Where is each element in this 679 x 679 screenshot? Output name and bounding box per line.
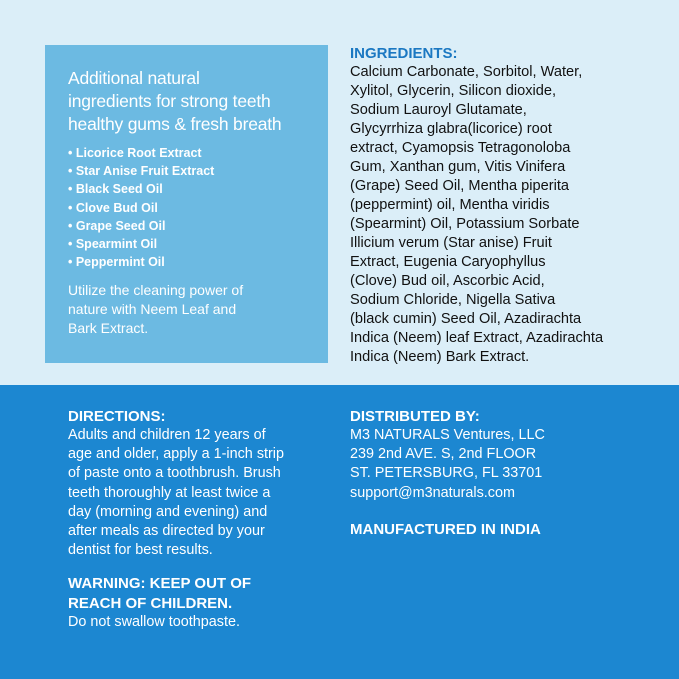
ingredient-line: Illicium verum (Star anise) Fruit — [350, 235, 552, 251]
directions-line: age and older, apply a 1-inch strip — [68, 446, 284, 463]
address-line: 239 2nd AVE. S, 2nd FLOOR — [350, 446, 537, 463]
bullet-item: • Black Seed Oil — [68, 182, 163, 197]
headline-line: ingredients for strong teeth — [68, 91, 271, 111]
bullet-list: • Licorice Root Extract • Star Anise Frui… — [68, 144, 328, 271]
footer-line: Bark Extract. — [68, 320, 149, 337]
bullet-item: • Clove Bud Oil — [68, 200, 158, 215]
footer-line: Utilize the cleaning power of — [68, 282, 244, 299]
box-headline: Additional natural ingredients for stron… — [68, 67, 328, 136]
address-line: support@m3naturals.com — [350, 484, 515, 501]
directions-heading: DIRECTIONS: — [68, 408, 166, 425]
ingredient-line: Extract, Eugenia Caryophyllus — [350, 254, 546, 270]
warning-text: Do not swallow toothpaste. — [68, 613, 240, 630]
address-line: M3 NATURALS Ventures, LLC — [350, 427, 545, 443]
headline-line: healthy gums & fresh breath — [68, 114, 282, 134]
box-footer: Utilize the cleaning power of nature wit… — [68, 281, 328, 338]
manufactured-label: MANUFACTURED IN INDIA — [350, 520, 541, 538]
ingredients-list: Calcium Carbonate, Sorbitol, Water, Xylit… — [350, 63, 603, 367]
directions-line: after meals as directed by your — [68, 523, 265, 540]
bottom-panel: DIRECTIONS: Adults and children 12 years… — [0, 385, 679, 679]
ingredient-line: (Grape) Seed Oil, Mentha piperita — [350, 178, 570, 194]
bullet-item: • Spearmint Oil — [68, 237, 158, 252]
warning-line: REACH OF CHILDREN. — [68, 594, 233, 612]
ingredient-line: Xylitol, Glycerin, Silicon dioxide, — [350, 83, 557, 99]
ingredient-line: Sodium Lauroyl Glutamate, — [350, 102, 527, 118]
directions-line: Adults and children 12 years of — [68, 427, 266, 443]
bullet-item: • Licorice Root Extract — [68, 146, 202, 160]
directions-line: dentist for best results. — [68, 542, 213, 559]
bullet-item: • Peppermint Oil — [68, 255, 165, 270]
natural-ingredients-box: Additional natural ingredients for stron… — [45, 45, 328, 363]
bullet-item: • Grape Seed Oil — [68, 218, 166, 233]
ingredient-line: (peppermint) oil, Mentha viridis — [350, 197, 550, 213]
ingredient-line: Gum, Xanthan gum, Vitis Vinifera — [350, 159, 566, 175]
headline-line: Additional natural — [68, 68, 200, 88]
directions-line: teeth thoroughly at least twice a — [68, 484, 271, 501]
warning-heading: WARNING: KEEP OUT OF REACH OF CHILDREN. — [68, 574, 284, 612]
ingredient-line: (Spearmint) Oil, Potassium Sorbate — [350, 216, 580, 232]
directions-line: of paste onto a toothbrush. Brush — [68, 465, 281, 482]
top-panel: Additional natural ingredients for stron… — [45, 44, 604, 367]
ingredient-line: (black cumin) Seed Oil, Azadirachta — [350, 311, 582, 327]
directions-line: day (morning and evening) and — [68, 503, 268, 520]
warning-line: WARNING: KEEP OUT OF — [68, 575, 252, 593]
bullet-item: • Star Anise Fruit Extract — [68, 164, 215, 179]
ingredient-line: Glycyrrhiza glabra(licorice) root — [350, 121, 552, 137]
address-line: ST. PETERSBURG, FL 33701 — [350, 465, 543, 482]
ingredients-heading: INGREDIENTS: — [350, 45, 458, 62]
ingredient-line: Indica (Neem) Bark Extract. — [350, 349, 530, 365]
ingredient-line: Calcium Carbonate, Sorbitol, Water, — [350, 64, 583, 80]
ingredient-line: Indica (Neem) leaf Extract, Azadirachta — [350, 330, 604, 346]
directions-section: DIRECTIONS: Adults and children 12 years… — [68, 407, 284, 632]
distributor-address: M3 NATURALS Ventures, LLC 239 2nd AVE. S,… — [350, 426, 545, 503]
directions-text: Adults and children 12 years of age and o… — [68, 426, 284, 560]
distributor-section: DISTRIBUTED BY: M3 NATURALS Ventures, LL… — [350, 407, 545, 539]
ingredients-section: INGREDIENTS: Calcium Carbonate, Sorbitol… — [350, 44, 603, 367]
footer-line: nature with Neem Leaf and — [68, 301, 237, 318]
ingredient-line: (Clove) Bud oil, Ascorbic Acid, — [350, 273, 545, 289]
ingredient-line: Sodium Chloride, Nigella Sativa — [350, 292, 556, 308]
distributor-heading: DISTRIBUTED BY: — [350, 408, 480, 425]
ingredient-line: extract, Cyamopsis Tetragonoloba — [350, 140, 571, 156]
